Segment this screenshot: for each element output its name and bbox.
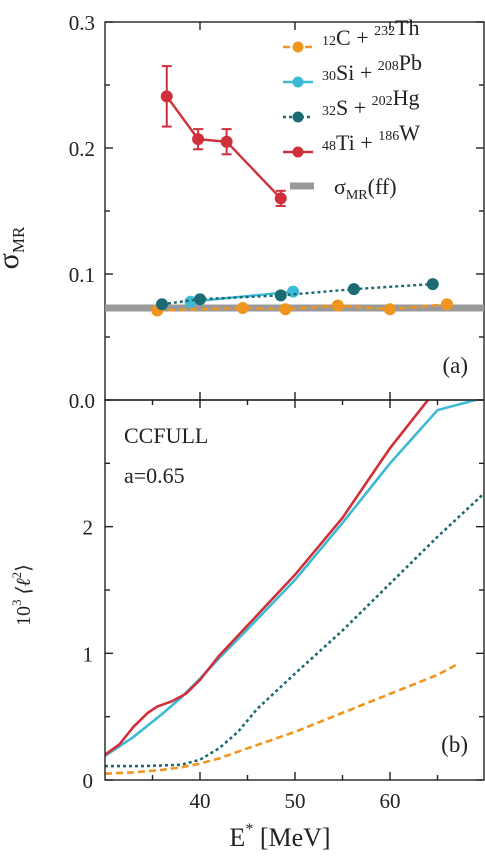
series-line	[165, 95, 282, 200]
data-point	[160, 90, 173, 103]
legend-label-text: Ti	[336, 130, 355, 155]
y-tick-label: 0.0	[69, 389, 95, 413]
data-point	[426, 278, 439, 291]
data-point	[156, 298, 168, 311]
panel-label: (a)	[442, 353, 468, 378]
y-axis-label-sub: MR	[9, 226, 28, 253]
legend-label-text: Th	[395, 15, 419, 40]
annotation-parameter: a=0.65	[124, 463, 185, 488]
panel-label: (b)	[441, 732, 468, 757]
data-point	[274, 289, 287, 302]
data-point	[192, 133, 205, 146]
data-point	[220, 135, 233, 148]
y-axis-label-sup: 2	[9, 572, 24, 579]
legend-label-sup: 202	[372, 94, 393, 109]
legend-label-text: (ff)	[368, 174, 397, 199]
x-axis-label: E* [MeV]	[229, 821, 330, 852]
annotation-model: CCFULL	[124, 423, 208, 448]
panel-b-series	[105, 400, 484, 775]
legend-label-text: +	[348, 95, 371, 120]
data-point	[279, 303, 292, 316]
x-tick-label: 60	[380, 789, 401, 813]
x-axis-label-text: [MeV]	[253, 823, 330, 852]
data-point	[236, 302, 249, 315]
data-point	[194, 293, 206, 306]
legend-label-sup: 186	[378, 129, 399, 144]
y-tick-label: 0.3	[69, 11, 95, 35]
legend-marker	[292, 76, 304, 88]
legend-label-text: Pb	[399, 50, 422, 75]
legend-label-sup: 48	[322, 139, 336, 154]
legend-label-text: S	[336, 95, 348, 120]
legend-label: 48Ti + 186W	[322, 120, 420, 155]
legend-label-sup: 232	[374, 24, 395, 39]
data-point	[384, 303, 396, 316]
series-line	[105, 491, 484, 768]
series-line	[161, 282, 433, 306]
legend-label-sup: 32	[322, 104, 336, 119]
legend-label: 32S + 202Hg	[322, 85, 420, 120]
data-point	[347, 283, 360, 296]
data-point	[441, 298, 453, 311]
legend-marker	[292, 111, 304, 123]
y-tick-label: 2	[83, 516, 94, 540]
legend-label: 30Si + 208Pb	[322, 50, 422, 85]
x-axis-label-text: E	[229, 823, 245, 852]
series-line	[105, 400, 476, 758]
legend-label-text: Hg	[393, 85, 420, 110]
legend-label-text: C	[336, 25, 351, 50]
data-point	[184, 295, 197, 308]
legend-label-text: +	[355, 130, 378, 155]
y-axis-label: 103 ⟨ℓ2⟩	[9, 564, 35, 626]
y-tick-label: 0.2	[69, 137, 95, 161]
legend-label: σMR(ff)	[334, 174, 397, 203]
y-tick-label: 0.1	[69, 263, 95, 287]
legend-label-sup: 208	[378, 59, 399, 74]
legend-label: 12C + 232Th	[322, 15, 420, 50]
y-axis-label-sup: 3	[9, 599, 24, 606]
legend-label-sub: MR	[346, 188, 368, 203]
legend-marker	[292, 146, 304, 158]
legend-label-text: σ	[334, 174, 346, 199]
legend-label-text: W	[399, 120, 420, 145]
legend-label-sup: 30	[322, 69, 336, 84]
legend-marker	[292, 41, 304, 53]
y-axis-label: σMR	[0, 226, 28, 269]
series-line	[157, 303, 448, 312]
legend-label-sup: 12	[322, 34, 336, 49]
y-axis-label-text: 10	[13, 606, 35, 626]
panel-b-frame	[104, 399, 485, 781]
x-tick-label: 40	[190, 789, 211, 813]
y-tick-label: 0	[83, 769, 94, 793]
y-tick-label: 1	[83, 642, 94, 666]
legend-label-text: +	[354, 60, 377, 85]
data-point	[331, 299, 344, 312]
series-line	[105, 400, 430, 756]
data-point	[274, 192, 287, 205]
y-axis-label-main: σ	[0, 253, 25, 269]
y-axis-label-text: ⟨ℓ	[13, 578, 35, 600]
y-axis-label-text: ⟩	[13, 564, 35, 572]
x-tick-label: 50	[285, 789, 306, 813]
x-axis-label-sup: *	[245, 821, 253, 838]
legend-label-text: Si	[336, 60, 354, 85]
legend-label-text: +	[351, 25, 374, 50]
